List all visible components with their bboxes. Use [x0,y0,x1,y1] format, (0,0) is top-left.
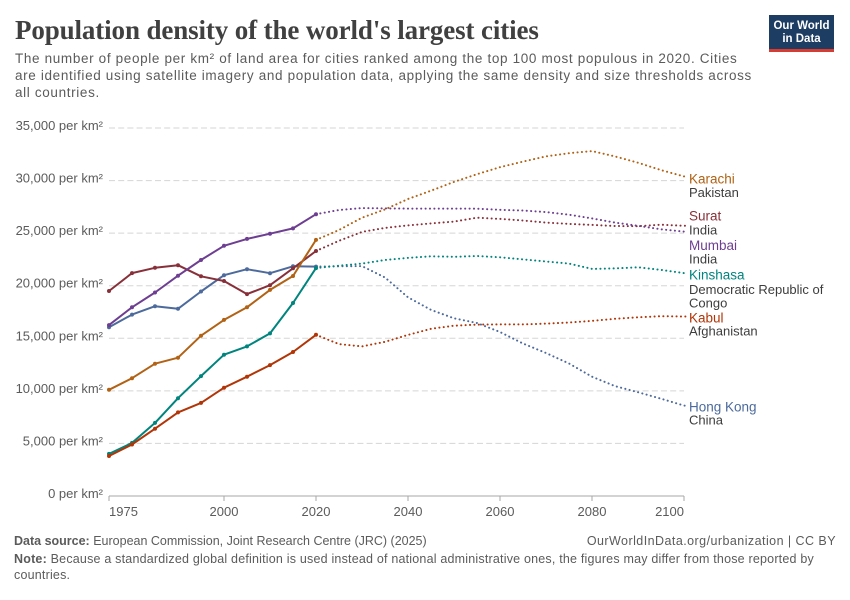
svg-text:2080: 2080 [578,504,607,519]
svg-text:25,000 per km²: 25,000 per km² [16,223,104,238]
svg-text:35,000 per km²: 35,000 per km² [16,118,104,133]
svg-text:Surat: Surat [689,209,722,224]
svg-text:Democratic Republic of: Democratic Republic of [689,282,824,297]
svg-text:10,000 per km²: 10,000 per km² [16,381,104,396]
svg-text:Kinshasa: Kinshasa [689,268,745,283]
svg-text:1975: 1975 [109,504,138,519]
svg-text:Mumbai: Mumbai [689,238,737,253]
svg-text:Kabul: Kabul [689,311,724,326]
svg-text:5,000 per km²: 5,000 per km² [23,433,104,448]
svg-text:Congo: Congo [689,296,727,311]
svg-text:2060: 2060 [486,504,515,519]
svg-text:2000: 2000 [210,504,239,519]
svg-text:30,000 per km²: 30,000 per km² [16,171,104,186]
svg-text:15,000 per km²: 15,000 per km² [16,328,104,343]
svg-text:2100: 2100 [655,504,684,519]
svg-text:2020: 2020 [302,504,331,519]
svg-text:India: India [689,223,718,238]
svg-text:20,000 per km²: 20,000 per km² [16,276,104,291]
svg-text:Hong Kong: Hong Kong [689,400,757,415]
svg-text:China: China [689,413,724,428]
svg-text:0 per km²: 0 per km² [48,486,104,501]
svg-text:Pakistan: Pakistan [689,185,739,200]
svg-text:Afghanistan: Afghanistan [689,324,758,339]
svg-text:2040: 2040 [394,504,423,519]
svg-text:Karachi: Karachi [689,172,735,187]
svg-text:India: India [689,252,718,267]
